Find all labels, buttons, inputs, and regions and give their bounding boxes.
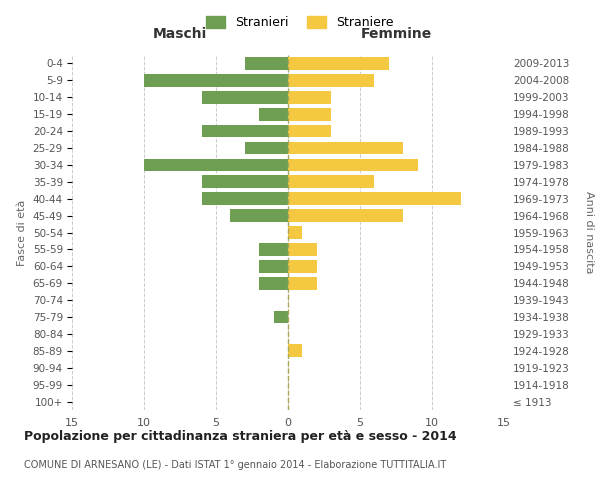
Bar <box>259 260 288 272</box>
Bar <box>259 277 288 289</box>
Bar <box>259 243 288 256</box>
Y-axis label: Anni di nascita: Anni di nascita <box>584 191 593 274</box>
Bar <box>288 210 403 222</box>
Bar <box>202 176 288 188</box>
Bar <box>288 108 331 120</box>
Bar <box>288 74 374 86</box>
Bar <box>288 344 302 357</box>
Bar <box>288 277 317 289</box>
Text: Femmine: Femmine <box>361 27 431 41</box>
Text: Popolazione per cittadinanza straniera per età e sesso - 2014: Popolazione per cittadinanza straniera p… <box>24 430 457 443</box>
Bar <box>288 91 331 104</box>
Bar <box>288 226 302 239</box>
Bar <box>274 310 288 324</box>
Bar <box>245 57 288 70</box>
Bar <box>202 91 288 104</box>
Bar <box>288 142 403 154</box>
Bar <box>144 74 288 86</box>
Bar <box>288 176 374 188</box>
Bar <box>288 57 389 70</box>
Text: Maschi: Maschi <box>153 27 207 41</box>
Legend: Stranieri, Straniere: Stranieri, Straniere <box>202 11 398 34</box>
Y-axis label: Fasce di età: Fasce di età <box>17 200 27 266</box>
Text: COMUNE DI ARNESANO (LE) - Dati ISTAT 1° gennaio 2014 - Elaborazione TUTTITALIA.I: COMUNE DI ARNESANO (LE) - Dati ISTAT 1° … <box>24 460 446 470</box>
Bar <box>202 192 288 205</box>
Bar <box>144 158 288 171</box>
Bar <box>245 142 288 154</box>
Bar <box>288 243 317 256</box>
Bar <box>230 210 288 222</box>
Bar <box>288 192 461 205</box>
Bar <box>202 124 288 138</box>
Bar <box>259 108 288 120</box>
Bar <box>288 124 331 138</box>
Bar <box>288 260 317 272</box>
Bar <box>288 158 418 171</box>
